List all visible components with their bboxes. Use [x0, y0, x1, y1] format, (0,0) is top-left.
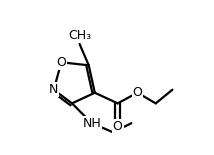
Text: N: N	[49, 83, 58, 96]
Text: O: O	[113, 120, 123, 133]
Text: NH: NH	[82, 117, 101, 130]
Text: O: O	[132, 86, 142, 99]
Text: CH₃: CH₃	[68, 29, 91, 42]
Text: O: O	[56, 56, 66, 69]
